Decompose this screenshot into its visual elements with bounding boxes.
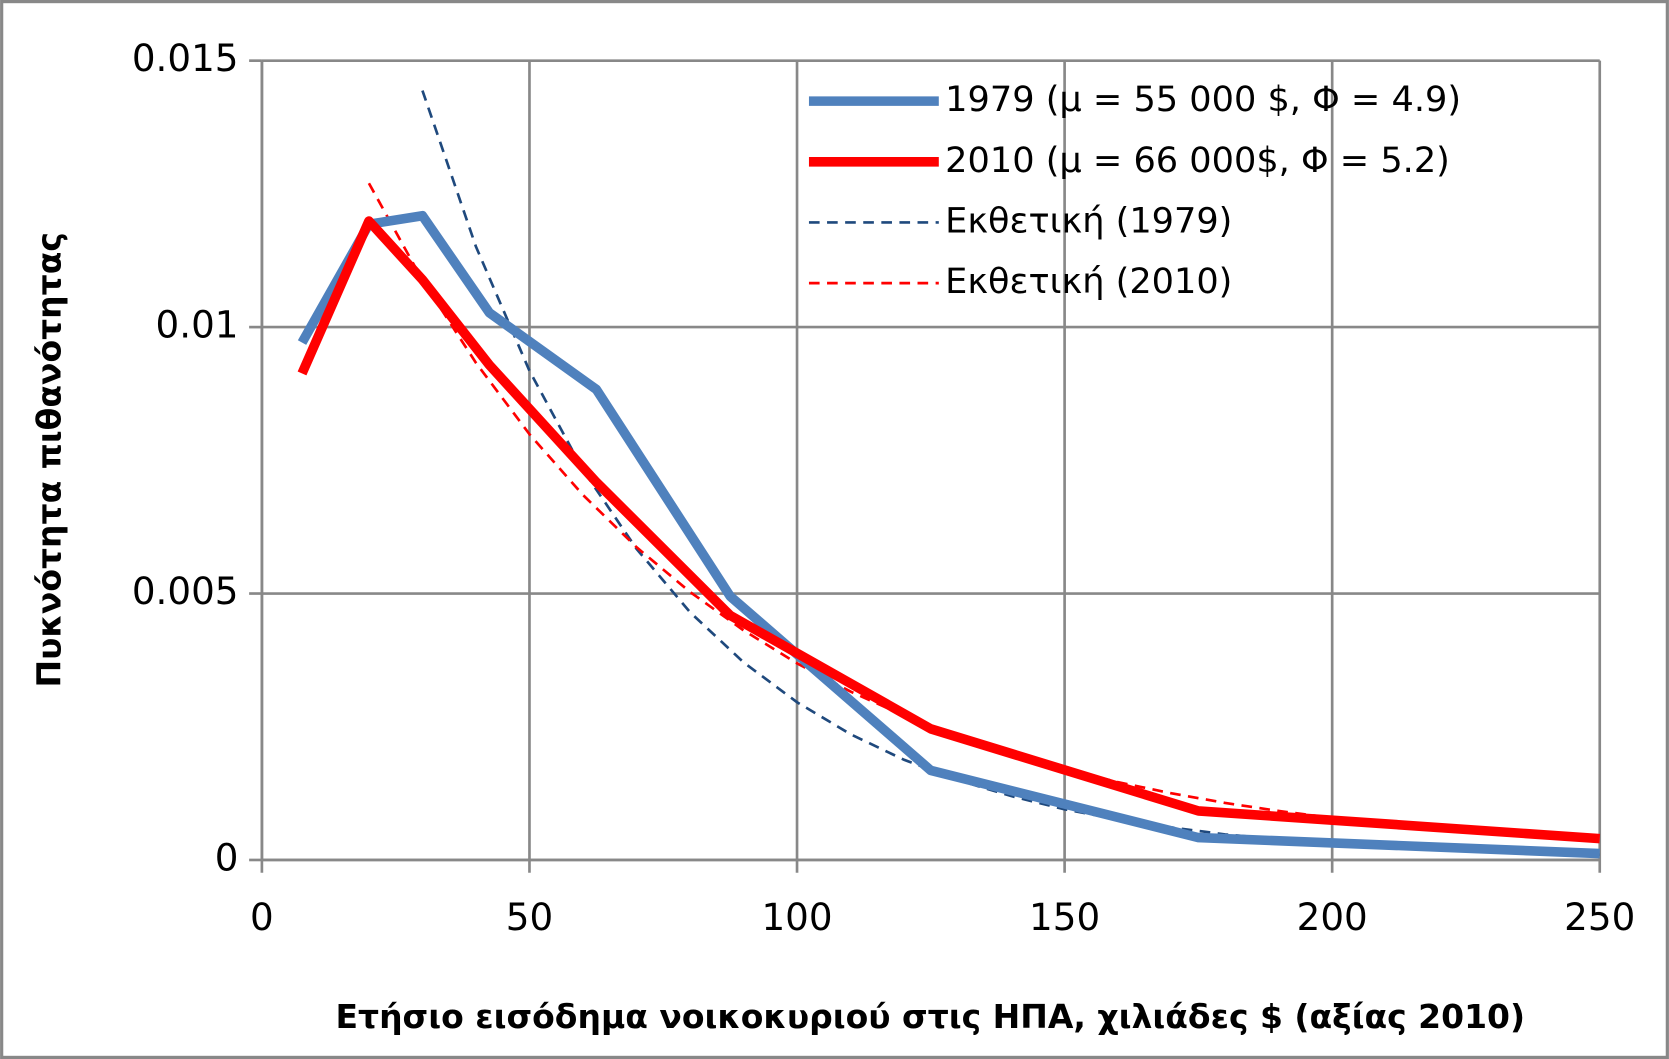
legend-label: Εκθετική (2010) xyxy=(945,261,1232,302)
x-tick-label: 200 xyxy=(1297,895,1368,939)
y-axis-title: Πυκνότητα πιθανότητας xyxy=(30,232,69,687)
y-tick-label: 0.01 xyxy=(156,303,239,347)
x-tick-label: 150 xyxy=(1029,895,1100,939)
x-tick-label: 100 xyxy=(761,895,832,939)
legend-label: Εκθετική (1979) xyxy=(945,200,1232,241)
y-tick-label: 0.005 xyxy=(132,569,239,613)
legend-label: 2010 (μ = 66 000$, Φ = 5.2) xyxy=(945,140,1450,181)
x-axis-title: Ετήσιο εισόδημα νοικοκυριού στις ΗΠΑ, χι… xyxy=(335,997,1525,1036)
x-tick-label: 0 xyxy=(250,895,274,939)
x-tick-label: 50 xyxy=(506,895,553,939)
y-tick-label: 0.015 xyxy=(132,36,239,80)
series-line xyxy=(297,210,1600,859)
y-tick-label: 0 xyxy=(215,835,239,879)
x-tick-label: 250 xyxy=(1564,895,1635,939)
series-line xyxy=(297,216,1601,844)
legend-label: 1979 (μ = 55 000 $, Φ = 4.9) xyxy=(945,79,1461,120)
